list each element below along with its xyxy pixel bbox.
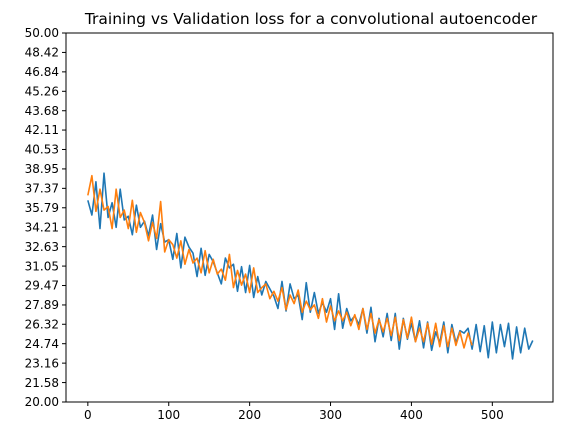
chart-title: Training vs Validation loss for a convol… [84,10,538,28]
y-tick-label: 23.16 [25,356,59,370]
y-tick-label: 29.47 [25,279,59,293]
x-tick-label: 0 [84,408,92,422]
plot-frame [65,32,554,403]
series-line-2 [87,174,473,349]
y-tick-label: 38.95 [25,162,59,176]
x-tick-label: 500 [481,408,504,422]
y-tick-label: 24.74 [25,337,59,351]
x-tick-label: 300 [319,408,342,422]
y-tick-label: 27.89 [25,298,59,312]
y-tick-label: 26.32 [25,317,59,331]
y-tick-label: 20.00 [25,395,59,409]
x-axis: 0 100 200 300 400 500 [84,402,504,422]
y-tick-label: 37.37 [25,182,59,196]
y-tick-label: 21.58 [25,376,59,390]
y-tick-label: 35.79 [25,201,59,215]
y-tick-label: 40.53 [25,143,59,157]
y-tick-label: 46.84 [25,65,59,79]
y-tick-label: 32.63 [25,240,59,254]
y-tick-label: 34.21 [25,220,59,234]
y-tick-label: 43.68 [25,104,59,118]
series-layer [87,172,534,360]
x-tick-label: 400 [400,408,423,422]
y-axis: 20.00 21.58 23.16 24.74 26.32 27.89 29.47 31.05… [25,26,66,409]
y-tick-label: 42.11 [25,123,59,137]
y-tick-label: 50.00 [25,26,59,40]
x-tick-label: 100 [157,408,180,422]
y-tick-label: 31.05 [25,259,59,273]
y-tick-label: 48.42 [25,46,59,60]
y-tick-label: 45.26 [25,85,59,99]
x-tick-label: 200 [238,408,261,422]
